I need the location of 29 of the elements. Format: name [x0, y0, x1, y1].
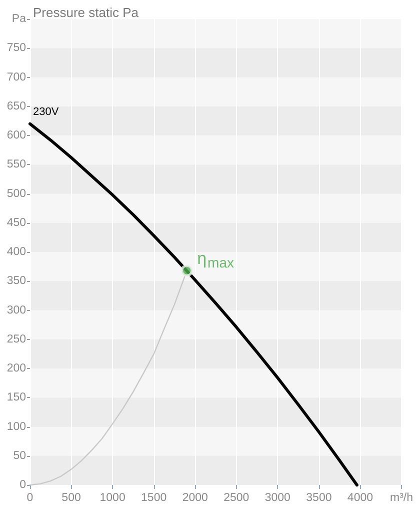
y-tick-label: 100 — [6, 420, 26, 433]
chart-title: Pressure static Pa — [33, 5, 140, 20]
y-tick-label: 0 — [20, 479, 26, 491]
x-tick-label: 3500 — [306, 492, 332, 504]
x-tick-label: m³/h — [390, 492, 413, 504]
y-tick-label: 600 — [6, 130, 26, 142]
y-tick-label: 550 — [6, 158, 26, 171]
y-tick-label: 50 — [13, 450, 26, 462]
y-tick-label: 200 — [6, 362, 26, 374]
series-label: 230V — [33, 106, 60, 118]
y-tick-label: 350 — [6, 275, 26, 288]
y-tick-label: 750 — [6, 42, 26, 54]
y-tick-label: 650 — [6, 100, 26, 112]
line-series — [28, 122, 358, 486]
x-tick-label: 1500 — [141, 492, 167, 504]
y-tick-label: 500 — [6, 188, 26, 200]
x-tick-label: 3000 — [264, 492, 290, 504]
x-tick-label: 2000 — [182, 492, 208, 504]
x-tick-label: 2500 — [224, 492, 250, 504]
x-tick-label: 1000 — [100, 492, 126, 504]
x-tick-label: 4000 — [347, 492, 374, 504]
y-tick-label: 150 — [6, 392, 26, 404]
y-tick-label: 300 — [6, 304, 26, 316]
x-tick-label: 500 — [62, 492, 81, 504]
y-tick-label: 450 — [6, 216, 26, 229]
y-tick-label: Pa — [12, 13, 27, 25]
y-tick-label: 250 — [6, 333, 26, 346]
y-tick-label: 400 — [6, 246, 26, 258]
y-tick-label: 700 — [6, 71, 26, 84]
